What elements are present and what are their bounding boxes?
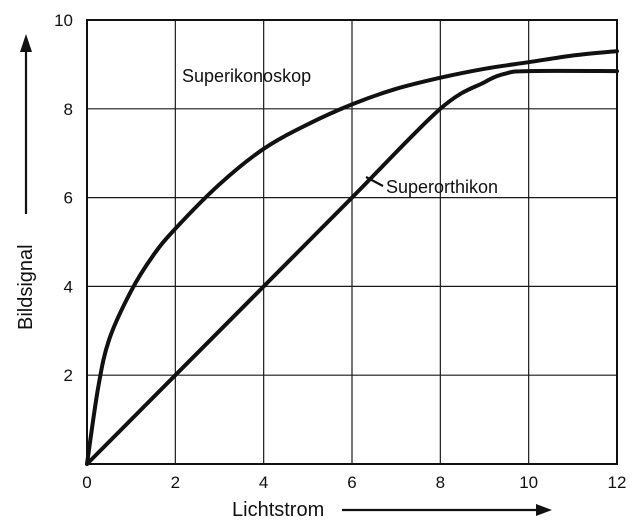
y-tick-label: 10	[54, 11, 73, 30]
x-axis-label: Lichtstrom	[232, 499, 324, 521]
y-tick-label: 4	[64, 277, 73, 296]
y-axis-arrow-head	[20, 34, 32, 52]
x-tick-label: 12	[608, 473, 627, 492]
series-label-leader-superorthikon	[365, 176, 384, 187]
x-tick-label: 0	[82, 473, 91, 492]
series-line-superorthikon	[85, 68, 619, 466]
x-tick-label: 10	[519, 473, 538, 492]
x-tick-label: 8	[436, 473, 445, 492]
series-curves	[85, 49, 619, 466]
y-tick-label: 2	[64, 366, 73, 385]
tick-labels: 0 2 4 6 8 10 12 2 4 6 8 10	[54, 11, 626, 492]
y-axis-label: Bildsignal	[15, 244, 37, 330]
x-tick-label: 4	[259, 473, 268, 492]
y-tick-label: 6	[64, 189, 73, 208]
x-tick-label: 2	[171, 473, 180, 492]
y-tick-label: 8	[64, 100, 73, 119]
grid	[86, 19, 618, 464]
x-axis-arrow-head	[536, 504, 552, 516]
series-line-superikonoskop	[85, 49, 619, 466]
series-label-superikonoskop: Superikonoskop	[182, 66, 311, 86]
x-tick-label: 6	[347, 473, 356, 492]
plot-frame	[86, 19, 618, 465]
series-label-superorthikon: Superorthikon	[386, 177, 498, 197]
